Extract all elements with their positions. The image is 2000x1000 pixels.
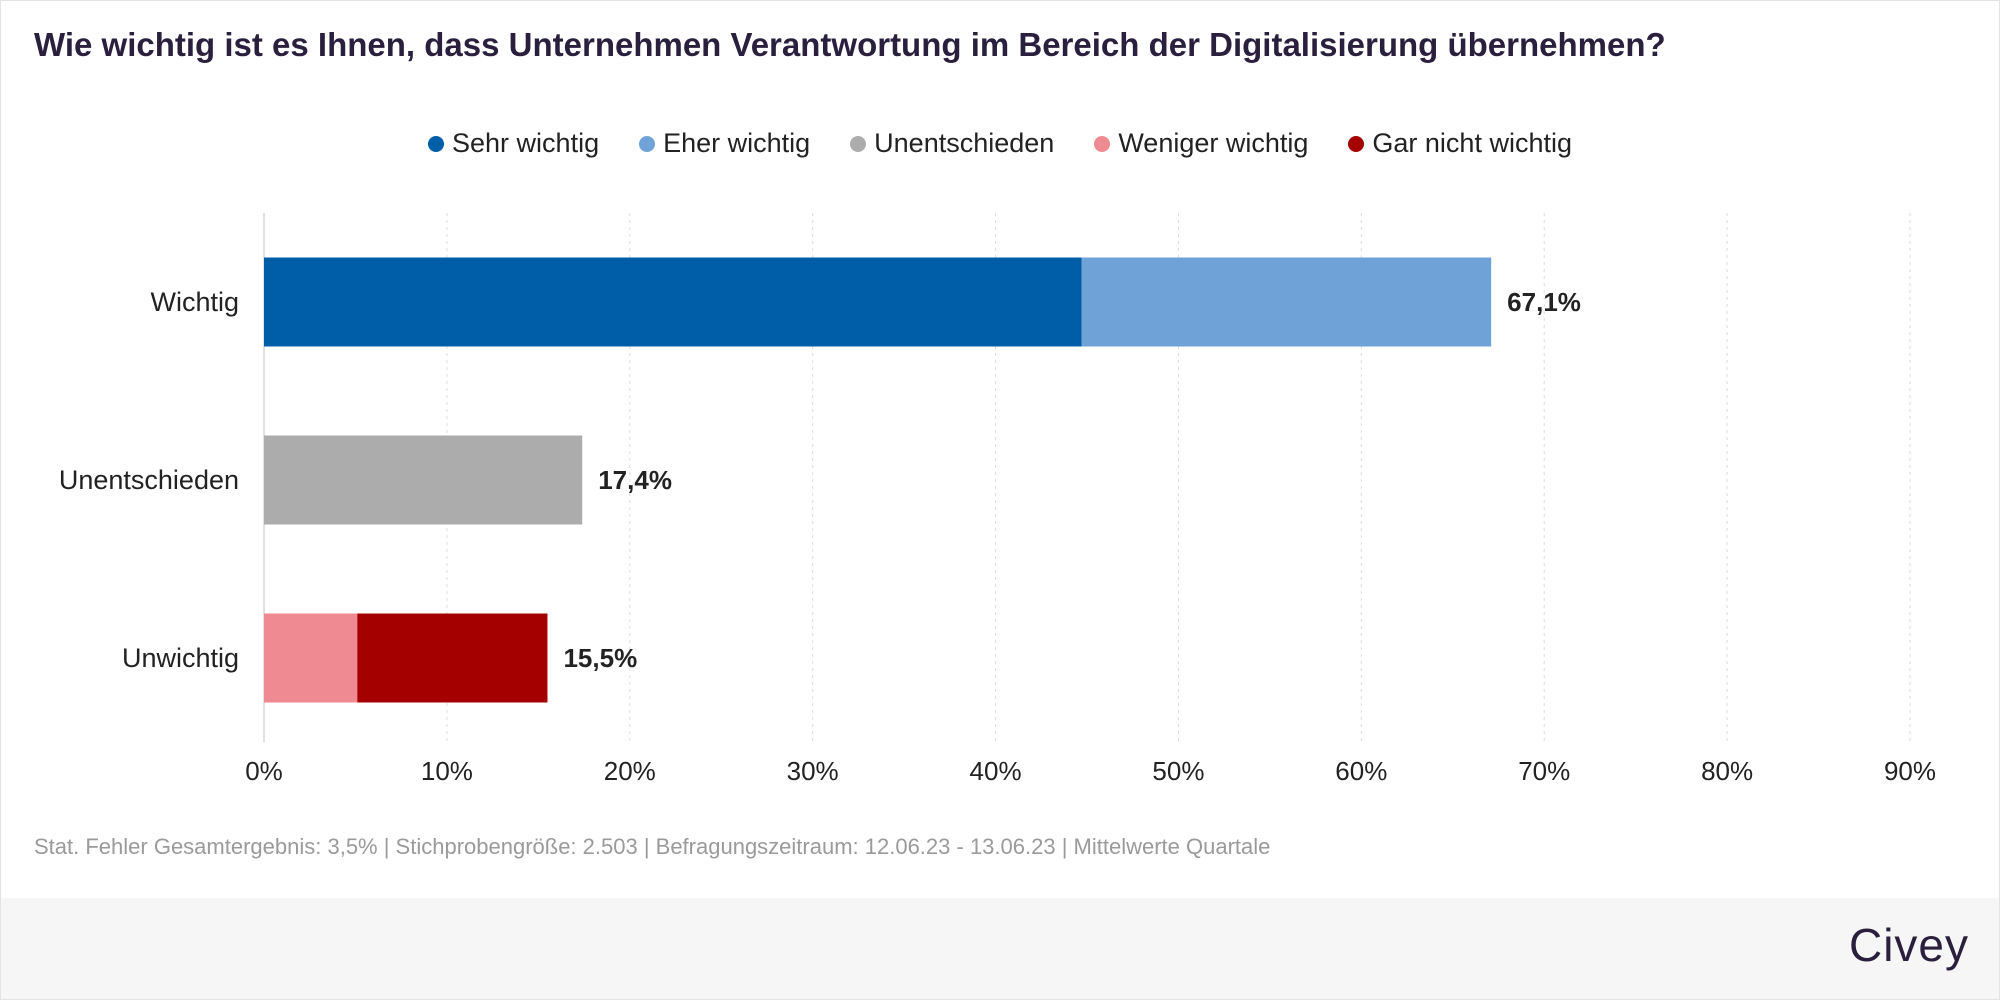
- legend-label: Gar nicht wichtig: [1372, 128, 1572, 158]
- legend-marker-icon: [639, 135, 656, 152]
- legend-label: Unentschieden: [874, 128, 1055, 158]
- x-tick-label: 20%: [604, 756, 656, 786]
- legend: Sehr wichtig Eher wichtig Unentschieden …: [0, 128, 2000, 159]
- x-tick-label: 50%: [1152, 756, 1204, 786]
- bar-segment: [264, 257, 1082, 347]
- total-data-label: 67,1%: [1507, 287, 1581, 317]
- total-data-label: 15,5%: [563, 643, 637, 673]
- x-tick-label: 30%: [787, 756, 839, 786]
- x-tick-label: 70%: [1518, 756, 1570, 786]
- bar-segment: [264, 613, 358, 703]
- legend-marker-icon: [1094, 135, 1111, 152]
- legend-label: Eher wichtig: [663, 128, 811, 158]
- x-tick-label: 40%: [970, 756, 1022, 786]
- legend-label: Weniger wichtig: [1118, 128, 1309, 158]
- footnote: Stat. Fehler Gesamtergebnis: 3,5% | Stic…: [34, 834, 1271, 859]
- total-data-label: 17,4%: [598, 465, 672, 495]
- legend-item-gar-nicht-wichtig: Gar nicht wichtig: [1348, 128, 1572, 159]
- legend-marker-icon: [850, 135, 867, 152]
- x-tick-label: 90%: [1884, 756, 1936, 786]
- x-tick-label: 0%: [245, 756, 283, 786]
- x-tick-label: 60%: [1335, 756, 1387, 786]
- category-label: Wichtig: [150, 287, 239, 317]
- bar-segment: [357, 613, 548, 703]
- legend-marker-icon: [1348, 135, 1365, 152]
- footer-bar: Civey: [1, 898, 1999, 999]
- bar-segment: [1081, 257, 1492, 347]
- bar-segment: [264, 435, 583, 525]
- x-tick-label: 80%: [1701, 756, 1753, 786]
- brand-logo: Civey: [1848, 919, 1969, 971]
- category-label: Unentschieden: [59, 465, 239, 495]
- legend-item-eher-wichtig: Eher wichtig: [639, 128, 810, 159]
- chart-title: Wie wichtig ist es Ihnen, dass Unternehm…: [34, 26, 1666, 63]
- legend-item-sehr-wichtig: Sehr wichtig: [428, 128, 599, 159]
- legend-item-unentschieden: Unentschieden: [850, 128, 1054, 159]
- category-label: Unwichtig: [122, 643, 239, 673]
- legend-label: Sehr wichtig: [452, 128, 600, 158]
- x-tick-label: 10%: [421, 756, 473, 786]
- legend-item-weniger-wichtig: Weniger wichtig: [1094, 128, 1308, 159]
- legend-marker-icon: [428, 135, 445, 152]
